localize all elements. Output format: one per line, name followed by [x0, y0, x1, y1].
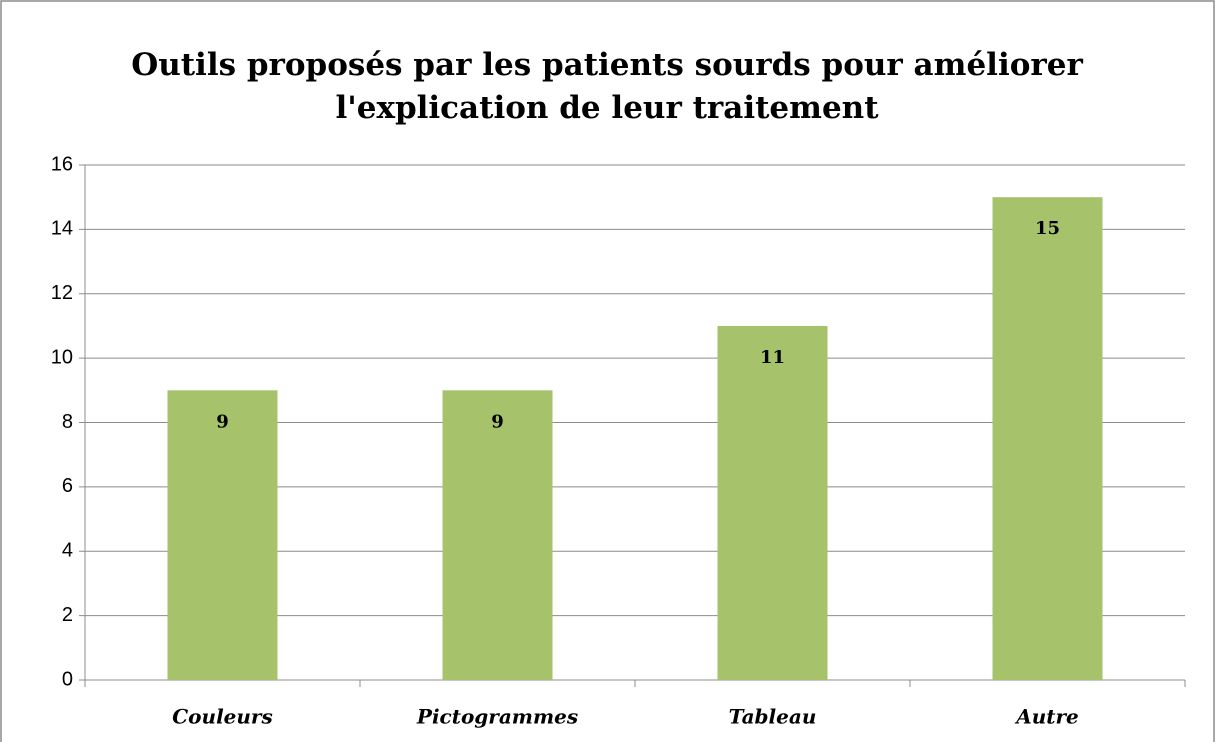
y-tick-label: 14 — [51, 218, 73, 240]
y-tick-label: 2 — [62, 604, 73, 626]
x-tick-label: Couleurs — [172, 705, 272, 729]
y-tick-label: 10 — [51, 346, 73, 368]
bar — [442, 390, 553, 680]
x-tick-label: Pictogrammes — [416, 705, 578, 729]
bar — [717, 325, 828, 680]
bar — [167, 390, 278, 680]
y-tick-label: 0 — [62, 668, 73, 690]
y-tick-label: 8 — [62, 411, 73, 433]
data-label: 15 — [1035, 218, 1060, 239]
x-tick-label: Autre — [1014, 705, 1079, 729]
x-tick-label: Tableau — [729, 705, 817, 729]
bar — [992, 197, 1103, 680]
y-tick-label: 4 — [62, 540, 73, 562]
chart-title: Outils proposés par les patients sourds … — [131, 47, 1083, 126]
data-label: 9 — [491, 411, 504, 432]
data-label: 9 — [216, 411, 229, 432]
y-tick-label: 16 — [51, 153, 73, 175]
data-label: 11 — [760, 347, 785, 368]
y-tick-label: 12 — [51, 282, 73, 304]
y-tick-label: 6 — [62, 475, 73, 497]
